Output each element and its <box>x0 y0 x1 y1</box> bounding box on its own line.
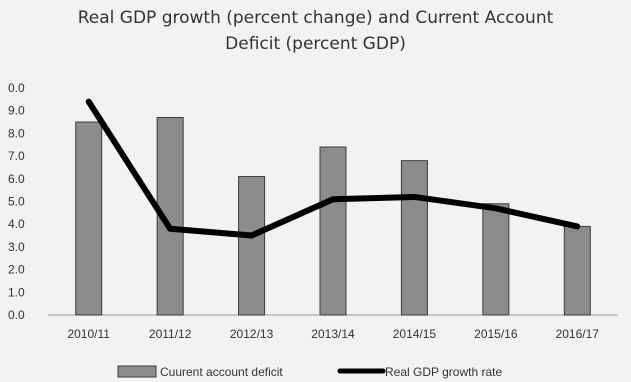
y-tick-label: 7.0 <box>8 149 25 163</box>
bar-current-account-deficit <box>482 203 510 316</box>
chart-title-line-1: Real GDP growth (percent change) and Cur… <box>77 8 554 28</box>
y-tick-label: 8.0 <box>8 126 25 140</box>
x-tick-label: 2016/17 <box>556 327 600 341</box>
bar-current-account-deficit <box>75 121 103 316</box>
y-tick-label: 3.0 <box>8 240 25 254</box>
bar-current-account-deficit <box>563 225 591 316</box>
legend-swatch-bar <box>117 365 157 378</box>
y-tick-label: 5.0 <box>8 195 25 209</box>
y-tick-label: 0.0 <box>8 81 25 95</box>
x-tick-label: 2014/15 <box>393 327 437 341</box>
y-tick-label: 9.0 <box>8 104 25 118</box>
y-tick-label: 0.0 <box>8 308 25 322</box>
x-tick-label: 2015/16 <box>474 327 518 341</box>
chart-title-line-2: Deficit (percent GDP) <box>225 34 406 54</box>
bar-current-account-deficit <box>238 176 266 316</box>
x-tick-label: 2010/11 <box>67 327 110 341</box>
x-tick-label: 2011/12 <box>149 327 192 341</box>
x-tick-label: 2012/13 <box>230 327 274 341</box>
y-tick-label: 1.0 <box>8 285 25 299</box>
legend-label-real-gdp-growth: Real GDP growth rate <box>385 365 502 379</box>
y-tick-label: 4.0 <box>8 217 25 231</box>
bar-current-account-deficit <box>319 146 347 316</box>
legend-label-current-account-deficit: Cuurent account deficit <box>160 365 283 379</box>
line-real-gdp-growth <box>85 98 581 239</box>
y-tick-label: 2.0 <box>8 263 25 277</box>
bar-current-account-deficit <box>400 160 428 316</box>
y-tick-label: 6.0 <box>8 172 25 186</box>
x-tick-label: 2013/14 <box>311 327 355 341</box>
